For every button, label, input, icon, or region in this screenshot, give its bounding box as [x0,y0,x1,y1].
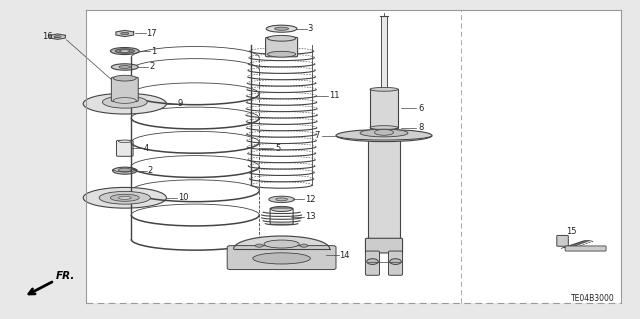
Ellipse shape [271,206,292,211]
Ellipse shape [559,237,568,244]
Ellipse shape [113,98,136,103]
Polygon shape [234,236,330,249]
FancyBboxPatch shape [227,246,336,270]
Text: TE04B3000: TE04B3000 [571,294,614,303]
Text: 7: 7 [315,131,320,140]
Bar [368,139,400,239]
Ellipse shape [120,50,130,52]
Polygon shape [50,34,65,39]
Ellipse shape [118,168,131,172]
Ellipse shape [276,198,287,201]
Ellipse shape [275,27,289,30]
Ellipse shape [269,196,294,203]
Text: 4: 4 [144,144,149,153]
Text: 2: 2 [149,63,154,71]
Ellipse shape [367,259,378,264]
Ellipse shape [113,167,137,174]
Text: 12: 12 [305,195,315,204]
Ellipse shape [300,244,308,247]
Ellipse shape [54,36,61,38]
Ellipse shape [370,126,398,130]
FancyBboxPatch shape [365,251,380,275]
Ellipse shape [368,137,400,140]
Text: 1: 1 [151,47,156,56]
Ellipse shape [370,87,398,91]
FancyBboxPatch shape [365,238,403,253]
Ellipse shape [111,48,140,55]
Text: 17: 17 [147,29,157,38]
Text: 14: 14 [339,251,349,260]
Text: 15: 15 [566,227,577,236]
Ellipse shape [253,253,310,264]
Ellipse shape [102,96,147,108]
Text: 5: 5 [275,144,280,153]
Bar [381,16,387,89]
Ellipse shape [390,259,401,264]
Ellipse shape [83,188,166,208]
FancyBboxPatch shape [388,251,403,275]
Ellipse shape [255,244,263,247]
Ellipse shape [119,66,131,68]
FancyBboxPatch shape [116,140,133,156]
Text: 9: 9 [178,99,183,108]
Ellipse shape [264,240,300,248]
Ellipse shape [115,49,134,53]
Text: 13: 13 [305,212,316,221]
Ellipse shape [268,35,296,41]
Ellipse shape [111,64,138,70]
Ellipse shape [118,196,131,199]
Polygon shape [116,30,134,37]
FancyBboxPatch shape [557,235,568,246]
Text: 3: 3 [307,24,312,33]
Text: 6: 6 [418,104,423,113]
Text: 10: 10 [178,193,188,202]
Bar [86,10,621,303]
Ellipse shape [83,93,166,114]
Bar [370,89,398,128]
Text: 8: 8 [418,123,423,132]
Text: 2: 2 [148,166,153,175]
Ellipse shape [111,194,140,201]
Ellipse shape [360,129,408,137]
Ellipse shape [266,25,297,32]
Ellipse shape [113,75,136,81]
Ellipse shape [374,130,394,135]
FancyBboxPatch shape [111,77,138,101]
FancyBboxPatch shape [565,246,606,251]
Ellipse shape [336,130,432,142]
Text: 11: 11 [329,91,339,100]
Ellipse shape [121,33,129,34]
Ellipse shape [118,140,131,143]
Ellipse shape [99,191,150,204]
Text: 16: 16 [42,32,52,41]
Text: FR.: FR. [56,271,75,281]
Ellipse shape [268,51,296,57]
FancyBboxPatch shape [266,37,298,57]
